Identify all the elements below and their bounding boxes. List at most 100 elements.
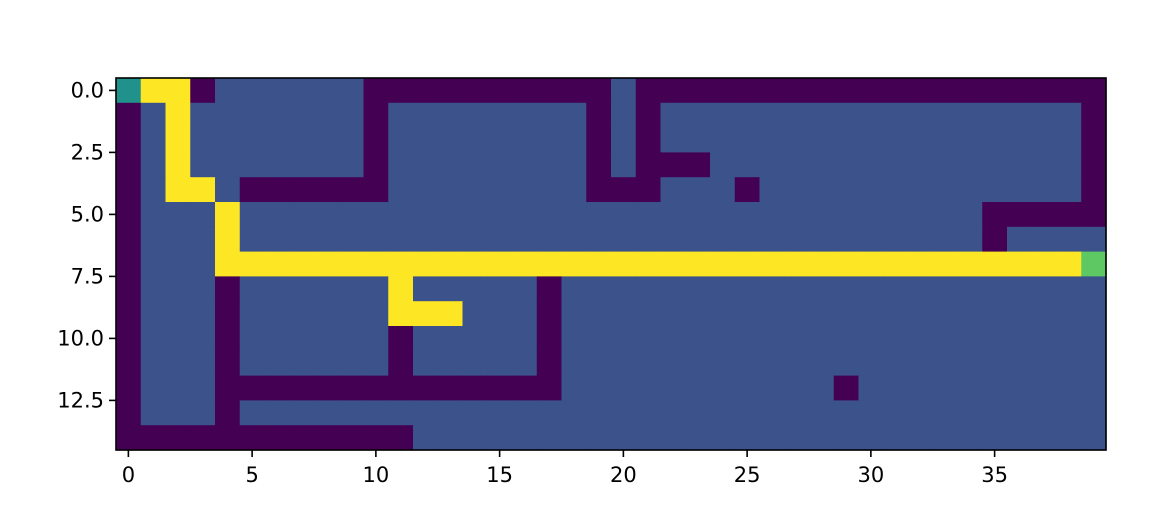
heatmap-cell-wall bbox=[116, 152, 142, 178]
heatmap-cell-open bbox=[833, 202, 860, 228]
heatmap-cell-open bbox=[660, 400, 686, 426]
heatmap-cell-wall bbox=[734, 177, 761, 203]
heatmap-cell-open bbox=[512, 350, 538, 377]
heatmap-cell-open bbox=[264, 400, 290, 426]
heatmap-cell-open bbox=[437, 350, 464, 377]
heatmap-cell-path bbox=[710, 251, 736, 277]
heatmap-cell-open bbox=[759, 350, 785, 377]
heatmap-cell-wall bbox=[462, 375, 488, 401]
heatmap-cell-open bbox=[437, 152, 464, 178]
heatmap-cell-open bbox=[932, 301, 959, 327]
heatmap-cell-open bbox=[388, 202, 414, 228]
heatmap-cell-wall bbox=[289, 425, 315, 451]
heatmap-cell-open bbox=[710, 202, 736, 228]
heatmap-cell-path bbox=[957, 251, 983, 277]
heatmap-cell-open bbox=[883, 400, 909, 426]
heatmap-cell-open bbox=[710, 177, 736, 203]
heatmap-cell-open bbox=[734, 127, 761, 153]
heatmap-cell-open bbox=[908, 226, 934, 253]
heatmap-cell-wall bbox=[116, 127, 142, 153]
heatmap-cell-open bbox=[982, 400, 1008, 426]
heatmap-cell-open bbox=[165, 251, 191, 277]
heatmap-cell-open bbox=[858, 102, 884, 129]
heatmap-cell-path bbox=[759, 251, 785, 277]
heatmap-cell-wall bbox=[512, 78, 538, 104]
heatmap-cell-open bbox=[957, 375, 983, 401]
heatmap-cell-open bbox=[710, 326, 736, 352]
heatmap-cell-open bbox=[1031, 301, 1058, 327]
heatmap-cell-path bbox=[165, 102, 191, 129]
heatmap-cell-wall bbox=[487, 375, 513, 401]
heatmap-cell-open bbox=[314, 301, 340, 327]
heatmap-cell-open bbox=[264, 350, 290, 377]
plot-frame bbox=[115, 77, 1107, 451]
heatmap-cell-open bbox=[1056, 226, 1082, 253]
heatmap-cell-open bbox=[561, 152, 587, 178]
y-tick-label: 10.0 bbox=[57, 326, 104, 350]
heatmap-cell-open bbox=[957, 226, 983, 253]
heatmap-cell-open bbox=[883, 301, 909, 327]
heatmap-cell-open bbox=[1081, 375, 1107, 401]
heatmap-cell-wall bbox=[1081, 152, 1107, 178]
y-tick-label: 7.5 bbox=[71, 264, 104, 288]
heatmap-cell-open bbox=[660, 276, 686, 302]
heatmap-cell-open bbox=[660, 326, 686, 352]
heatmap-cell-open bbox=[190, 350, 216, 377]
heatmap-cell-open bbox=[611, 202, 637, 228]
heatmap-cell-open bbox=[239, 78, 266, 104]
heatmap-cell-wall bbox=[437, 78, 464, 104]
heatmap-cell-open bbox=[338, 350, 365, 377]
heatmap-cell-open bbox=[1007, 102, 1033, 129]
heatmap-cell-open bbox=[1081, 326, 1107, 352]
heatmap-cell-wall bbox=[116, 251, 142, 277]
heatmap-cell-open bbox=[734, 326, 761, 352]
heatmap-cell-open bbox=[1031, 425, 1058, 451]
heatmap-cell-open bbox=[932, 326, 959, 352]
heatmap-cell-open bbox=[215, 127, 241, 153]
heatmap-cell-open bbox=[710, 350, 736, 377]
heatmap-cell-open bbox=[833, 400, 860, 426]
heatmap-cell-open bbox=[140, 350, 167, 377]
heatmap-cell-wall bbox=[264, 177, 290, 203]
heatmap-cell-path bbox=[635, 251, 662, 277]
heatmap-cell-open bbox=[413, 276, 439, 302]
heatmap-cell-open bbox=[140, 301, 167, 327]
heatmap-cell-wall bbox=[190, 78, 216, 104]
heatmap-cell-wall bbox=[586, 102, 612, 129]
heatmap-cell-open bbox=[833, 350, 860, 377]
heatmap-cell-open bbox=[140, 152, 167, 178]
heatmap-cell-open bbox=[264, 202, 290, 228]
heatmap-cell-open bbox=[140, 276, 167, 302]
heatmap-cell-path bbox=[413, 251, 439, 277]
heatmap-cell-open bbox=[363, 326, 389, 352]
heatmap-cell-open bbox=[314, 226, 340, 253]
heatmap-cell-open bbox=[734, 226, 761, 253]
heatmap-cell-open bbox=[487, 202, 513, 228]
heatmap-cell-open bbox=[611, 102, 637, 129]
heatmap-cell-open bbox=[908, 152, 934, 178]
heatmap-cell-open bbox=[710, 152, 736, 178]
heatmap-cell-open bbox=[759, 400, 785, 426]
heatmap-cell-open bbox=[685, 226, 711, 253]
heatmap-cell-open bbox=[487, 152, 513, 178]
heatmap-cell-path bbox=[908, 251, 934, 277]
heatmap-cell-open bbox=[1031, 350, 1058, 377]
heatmap-cell-open bbox=[289, 152, 315, 178]
heatmap-cell-open bbox=[363, 350, 389, 377]
heatmap-cell-wall bbox=[338, 177, 365, 203]
heatmap-cell-path bbox=[437, 251, 464, 277]
heatmap-cell-open bbox=[932, 350, 959, 377]
heatmap-cell-open bbox=[660, 127, 686, 153]
heatmap-cell-open bbox=[635, 350, 662, 377]
heatmap-cell-open bbox=[338, 400, 365, 426]
heatmap-cell-open bbox=[660, 177, 686, 203]
heatmap-cell-wall bbox=[116, 226, 142, 253]
heatmap-cell-open bbox=[487, 102, 513, 129]
heatmap-cell-open bbox=[289, 400, 315, 426]
heatmap-cell-open bbox=[710, 301, 736, 327]
heatmap-cell-open bbox=[809, 301, 835, 327]
heatmap-cell-open bbox=[462, 301, 488, 327]
heatmap-cell-open bbox=[462, 276, 488, 302]
heatmap-cell-open bbox=[908, 177, 934, 203]
